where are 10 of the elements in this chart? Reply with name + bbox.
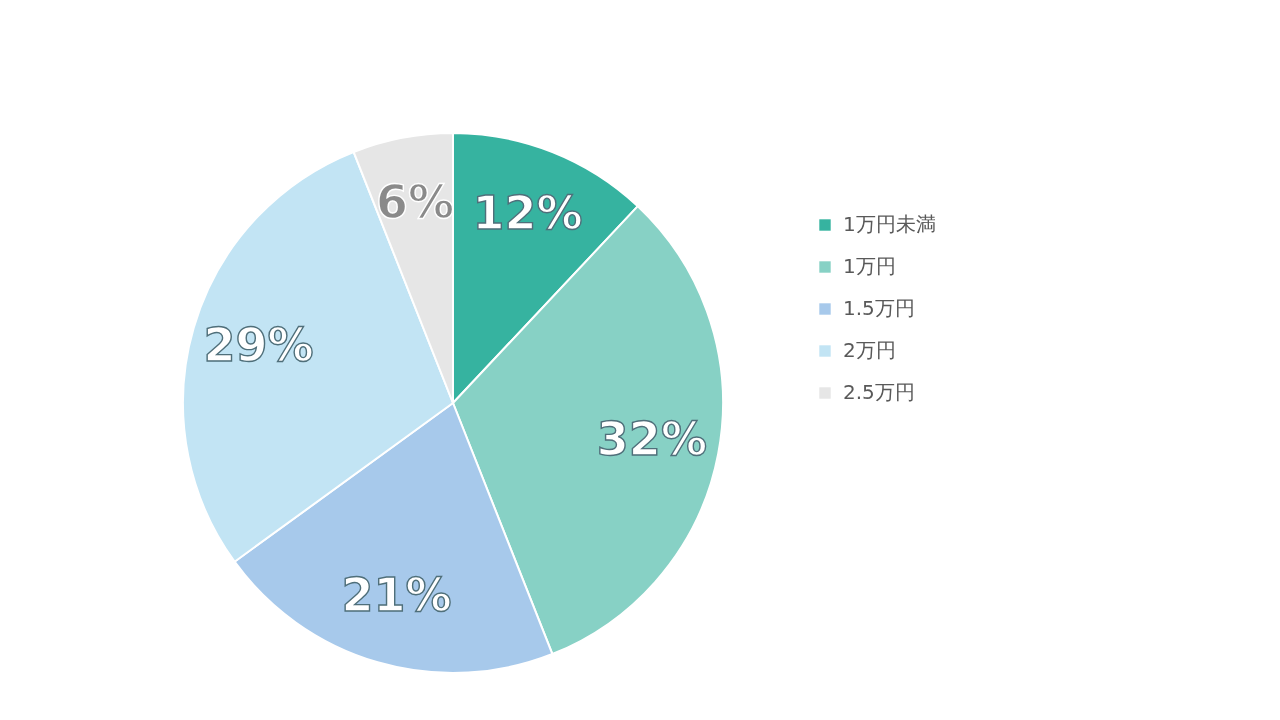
legend-label: 1万円未満 <box>843 212 936 236</box>
data-label: 12% <box>472 185 583 240</box>
data-label: 29% <box>203 317 314 372</box>
data-label: 21% <box>341 568 452 623</box>
legend-label: 1.5万円 <box>843 296 915 320</box>
legend-label: 2.5万円 <box>843 380 915 404</box>
legend-label: 2万円 <box>843 338 896 362</box>
data-label: 6% <box>376 175 455 230</box>
data-label: 32% <box>596 411 707 466</box>
legend-label: 1万円 <box>843 254 896 278</box>
